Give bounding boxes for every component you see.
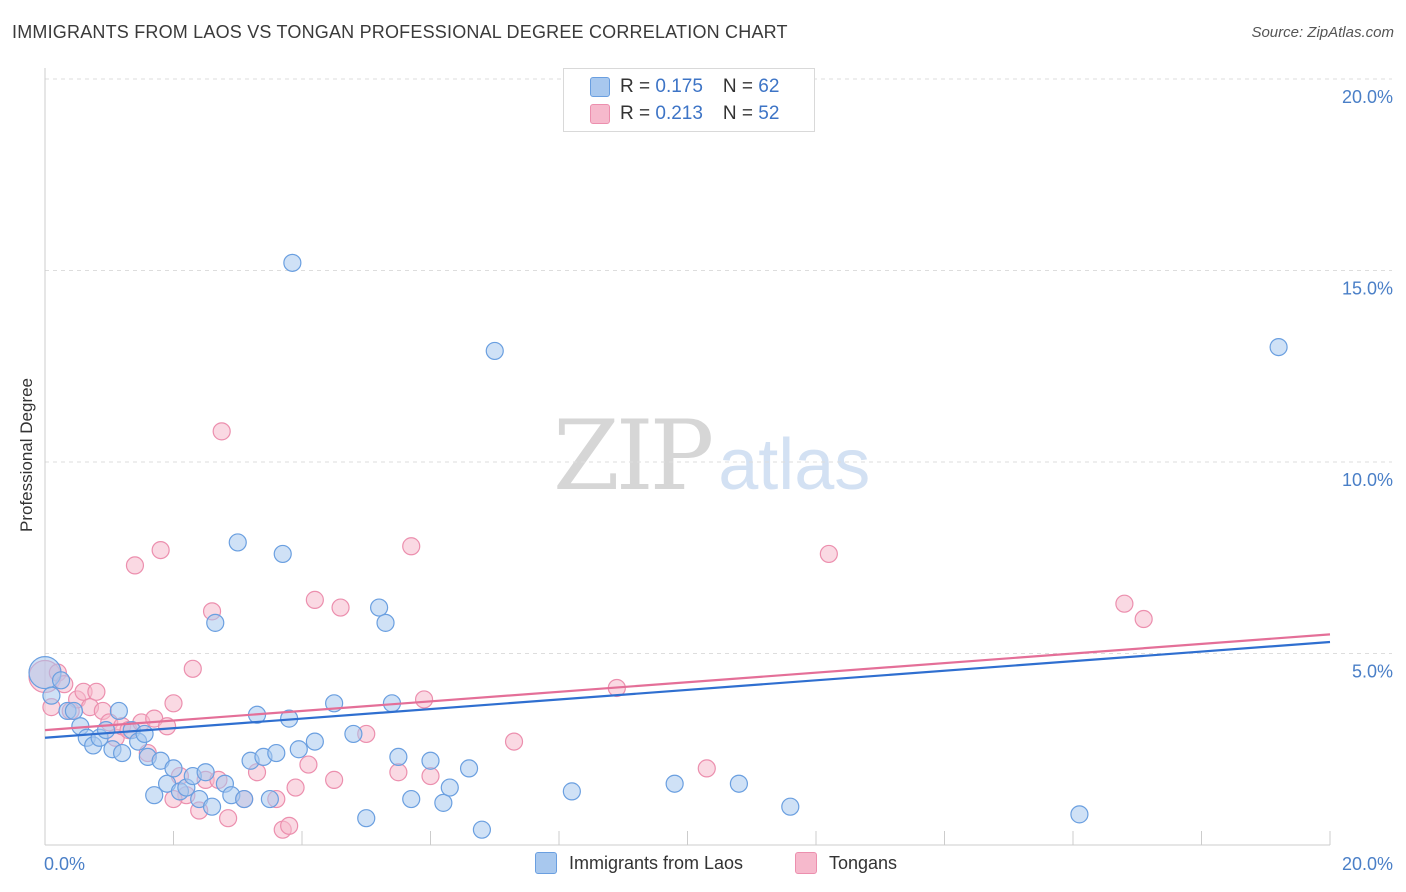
tongans-n-value: 52 — [758, 103, 780, 124]
watermark-zip: ZIP — [553, 400, 714, 512]
data-point-laos — [472, 820, 491, 839]
data-point-tongans — [280, 816, 299, 835]
legend-swatch-laos — [535, 852, 557, 874]
data-point-tongans — [299, 755, 318, 774]
data-point-laos — [206, 613, 225, 632]
data-point-laos — [289, 740, 308, 759]
data-point-laos — [135, 724, 154, 744]
trend-line-tongans — [44, 633, 1331, 732]
legend-swatch-tongans — [795, 852, 817, 874]
chart-title: IMMIGRANTS FROM LAOS VS TONGAN PROFESSIO… — [12, 22, 788, 42]
data-point-laos — [109, 701, 128, 721]
data-point-tongans — [183, 659, 202, 678]
legend-label-laos: Immigrants from Laos — [569, 852, 744, 873]
data-point-tongans — [219, 809, 238, 828]
data-point-laos — [665, 774, 684, 793]
data-point-tongans — [1115, 594, 1134, 613]
tongans-n-label: N = — [722, 103, 759, 124]
watermark: ZIP atlas — [553, 400, 870, 512]
data-point-tongans — [325, 770, 344, 789]
trend-line-laos — [44, 640, 1331, 739]
data-point-laos — [267, 743, 286, 763]
data-point-laos — [235, 789, 254, 809]
laos-n-label: N = — [722, 76, 759, 97]
legend-item-tongans[interactable]: Tongans — [795, 852, 897, 874]
data-point-tongans — [402, 537, 421, 556]
data-point-laos — [273, 544, 292, 564]
stats-legend: R = 0.175 N = 62 R = 0.213 N = 52 — [563, 68, 815, 132]
data-point-tongans — [414, 690, 434, 709]
x-tick-label: 0.0% — [44, 854, 85, 874]
data-point-laos — [459, 759, 479, 778]
data-point-laos — [202, 797, 222, 816]
data-point-tongans — [125, 556, 145, 575]
data-point-laos — [485, 341, 504, 361]
data-point-tongans — [389, 763, 408, 782]
data-point-laos — [51, 671, 71, 690]
laos-n-value: 62 — [758, 76, 780, 97]
data-point-laos — [376, 613, 395, 632]
data-point-laos — [389, 747, 408, 767]
data-point-tongans — [151, 540, 170, 560]
stats-row-laos: R = 0.175 N = 62 — [590, 76, 779, 98]
stats-row-tongans: R = 0.213 N = 52 — [590, 103, 779, 125]
data-point-tongans — [1134, 609, 1153, 629]
laos-swatch — [590, 77, 610, 97]
data-point-laos — [283, 253, 302, 272]
data-point-laos — [145, 786, 164, 805]
data-point-laos — [344, 724, 363, 744]
tongans-swatch — [590, 104, 610, 124]
data-point-laos — [434, 793, 453, 812]
data-point-laos — [42, 686, 61, 705]
legend-label-tongans: Tongans — [829, 852, 898, 873]
data-point-tongans — [697, 759, 716, 778]
data-point-laos — [305, 732, 324, 751]
data-point-tongans — [331, 598, 350, 617]
tongans-r-label: R = — [620, 103, 656, 124]
tongans-r-value: 0.213 — [655, 103, 703, 124]
data-point-tongans — [305, 590, 324, 609]
data-point-laos — [421, 751, 440, 770]
data-point-tongans — [421, 766, 440, 786]
data-point-laos — [164, 759, 183, 778]
data-point-tongans — [819, 544, 838, 564]
data-point-tongans — [286, 778, 305, 797]
data-point-tongans — [87, 682, 106, 701]
data-point-laos — [260, 789, 279, 809]
source-credit: Source: ZipAtlas.com — [1251, 24, 1394, 41]
laos-r-value: 0.175 — [655, 76, 703, 97]
legend-item-laos[interactable]: Immigrants from Laos — [535, 852, 743, 874]
data-point-tongans — [212, 422, 231, 441]
y-tick-label: 20.0% — [1342, 87, 1393, 107]
y-tick-label: 15.0% — [1342, 279, 1393, 299]
watermark-atlas: atlas — [718, 425, 871, 505]
data-point-laos — [440, 778, 459, 797]
data-point-laos — [729, 774, 749, 793]
data-point-tongans — [164, 694, 183, 713]
data-point-laos — [781, 797, 800, 816]
x-tick-label: 20.0% — [1342, 854, 1393, 874]
laos-r-label: R = — [620, 76, 656, 97]
data-point-laos — [370, 598, 389, 617]
data-point-laos — [228, 533, 247, 552]
data-point-laos — [562, 782, 581, 801]
data-point-laos — [1269, 338, 1288, 357]
data-point-tongans — [504, 732, 524, 751]
y-tick-label: 10.0% — [1342, 470, 1393, 490]
y-tick-label: 5.0% — [1352, 662, 1393, 682]
data-point-laos — [196, 763, 215, 782]
data-point-laos — [112, 743, 132, 763]
data-point-laos — [1070, 805, 1089, 824]
data-point-laos — [357, 809, 376, 828]
data-point-laos — [64, 701, 84, 721]
data-point-laos — [402, 789, 421, 809]
